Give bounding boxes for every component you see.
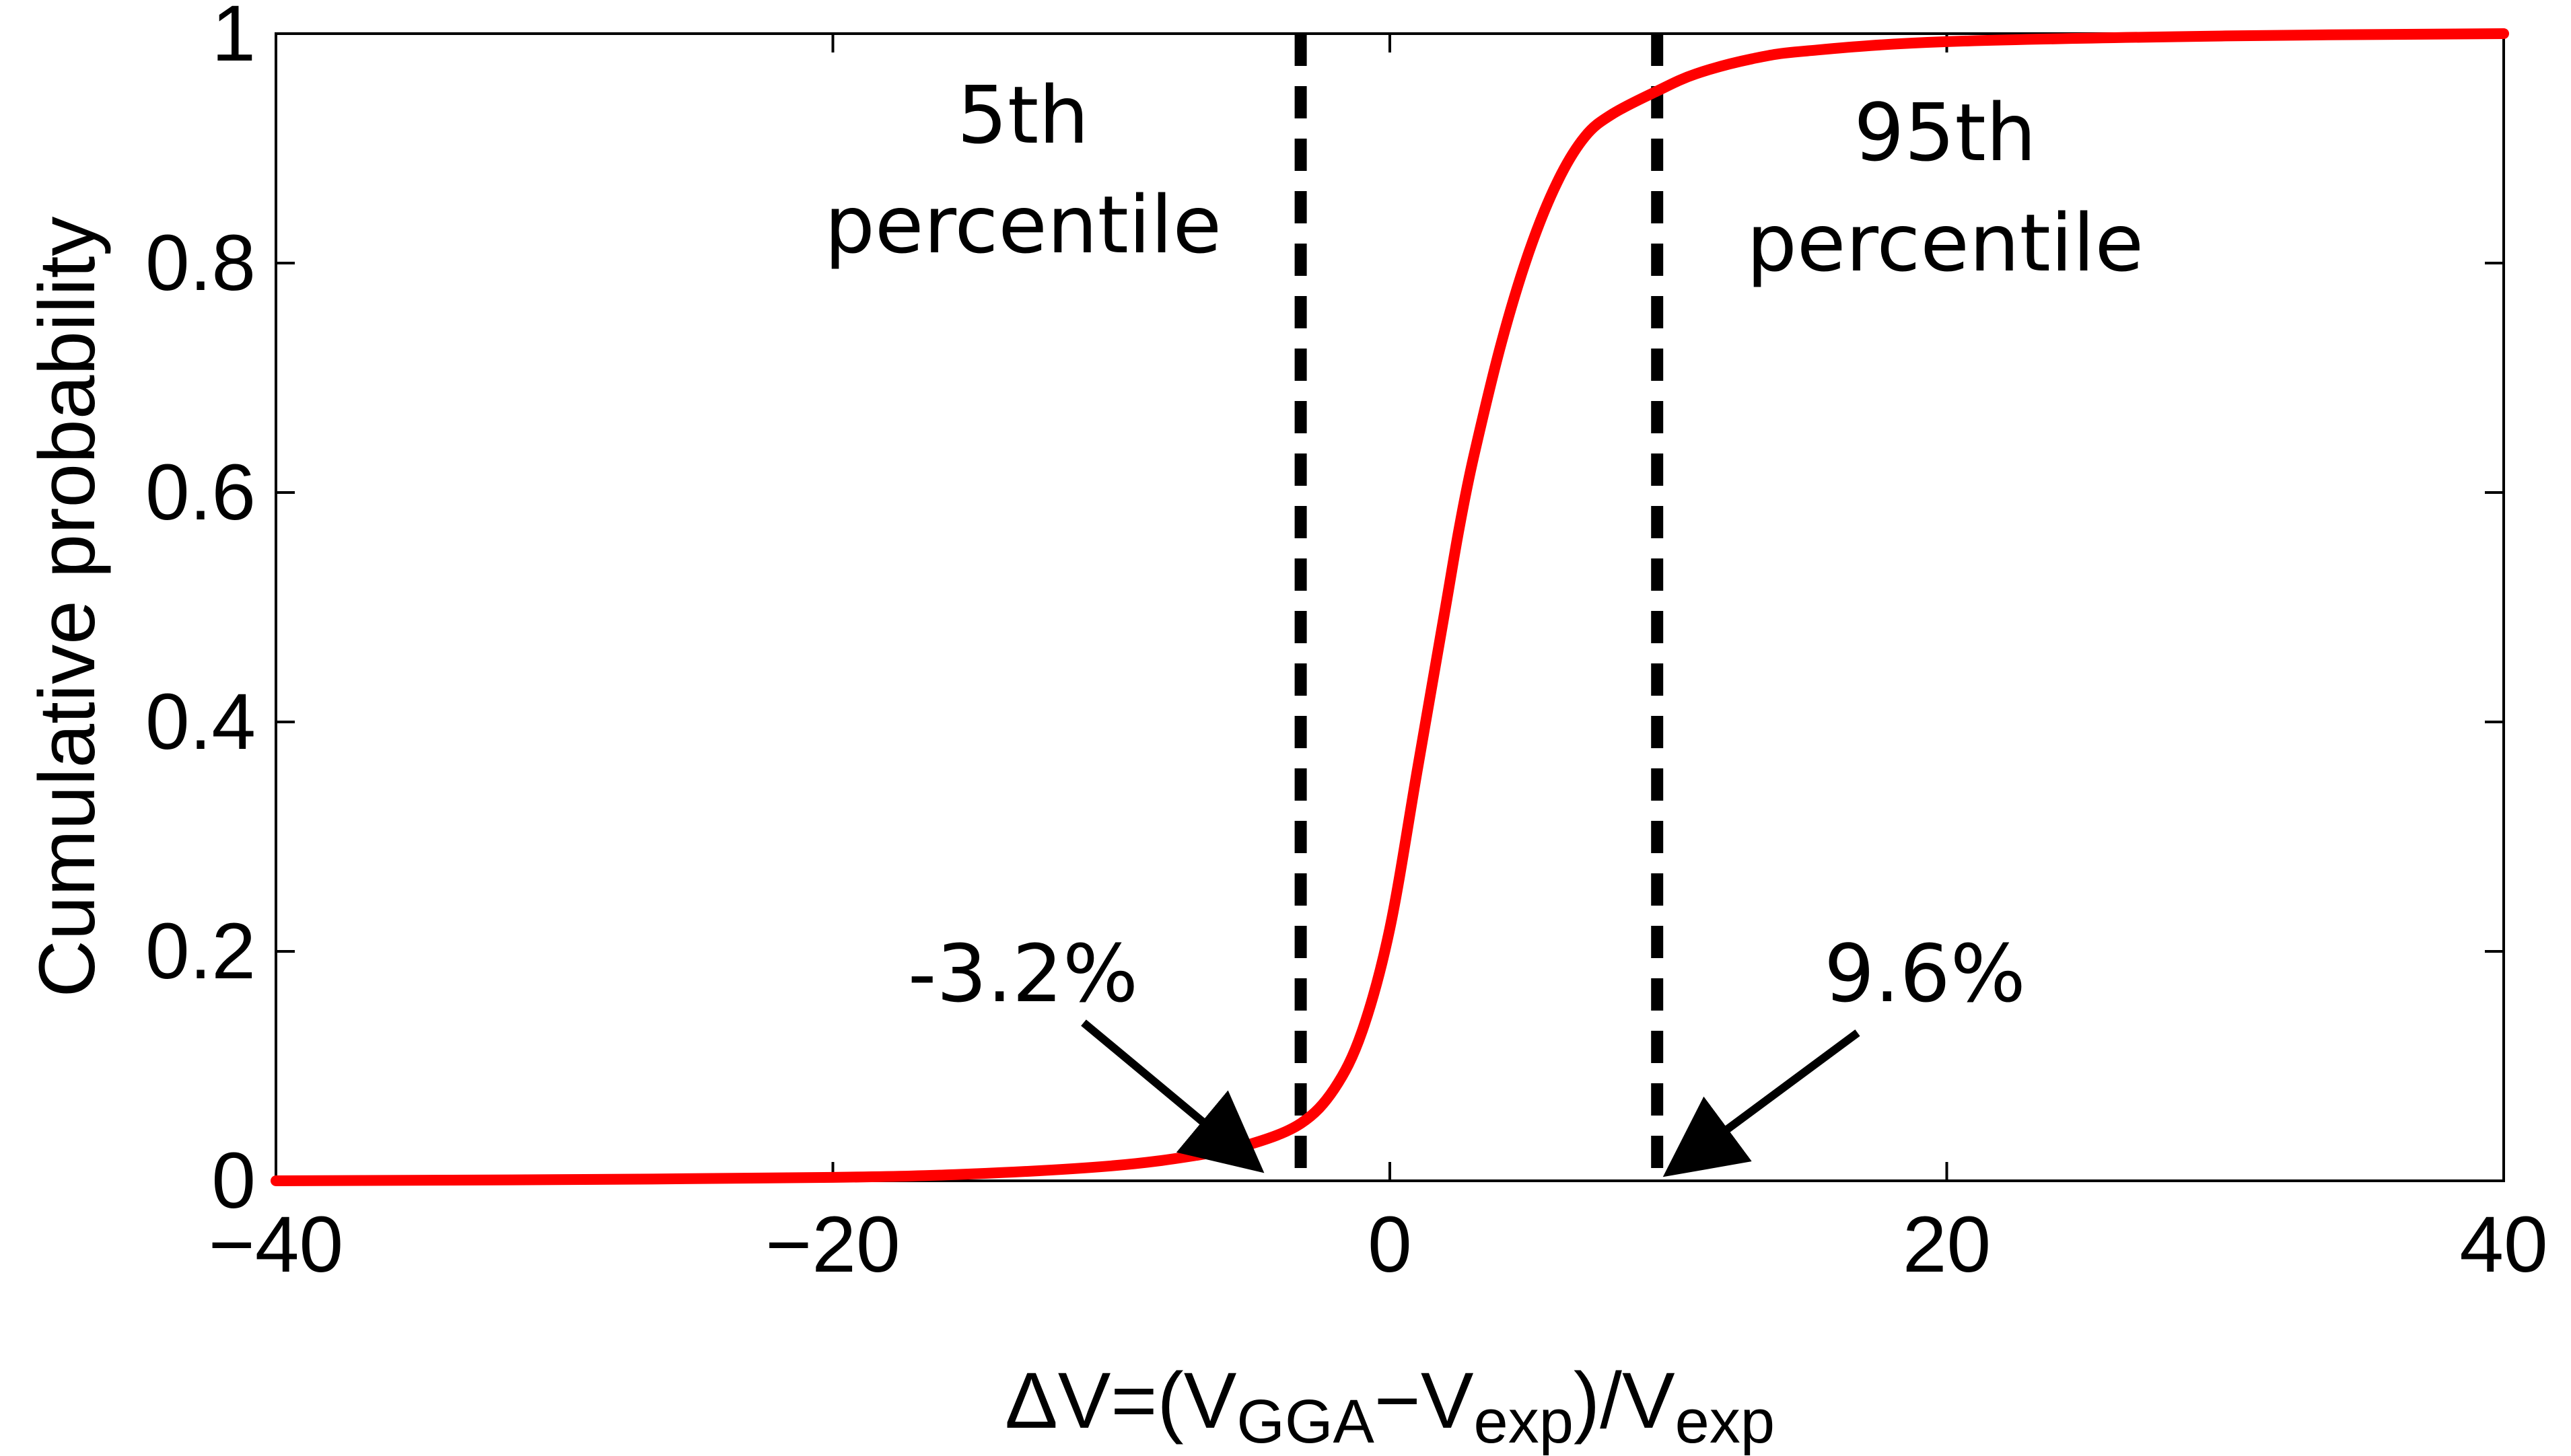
y-tick-label: 0.8 bbox=[145, 219, 256, 307]
x-tick-label: 20 bbox=[1903, 1200, 1991, 1289]
y-tick-label: 0.6 bbox=[145, 448, 256, 537]
y-tick-label: 1 bbox=[211, 0, 256, 78]
percentile-5-label-line1: 5th bbox=[957, 69, 1089, 161]
percentile-95-label-line2: percentile bbox=[1747, 196, 2144, 289]
y-tick-label: 0.4 bbox=[145, 678, 256, 766]
y-ticks: 0 0.2 0.4 0.6 0.8 1 bbox=[145, 0, 2504, 1225]
percentile-95-label-line1: 95th bbox=[1854, 86, 2036, 179]
x-ticks: −40 −20 0 20 40 bbox=[209, 34, 2548, 1289]
percentile-95-value: 9.6% bbox=[1824, 927, 2026, 1020]
percentile-5-arrow bbox=[1081, 1019, 1265, 1173]
y-tick-label: 0 bbox=[211, 1136, 256, 1225]
x-axis-title: ΔV=(VGGA−Vexp)/Vexp bbox=[1005, 1356, 1775, 1456]
cdf-series-line bbox=[271, 28, 2509, 1186]
percentile-5-label-line2: percentile bbox=[824, 178, 1222, 271]
x-tick-label: 40 bbox=[2459, 1200, 2547, 1289]
x-tick-label: −20 bbox=[765, 1200, 900, 1289]
y-axis-title: Cumulative probability bbox=[23, 217, 112, 998]
y-tick-label: 0.2 bbox=[145, 907, 256, 996]
percentile-5-value: -3.2% bbox=[908, 927, 1138, 1020]
percentile-95-arrow bbox=[1662, 1029, 1860, 1177]
plot-frame bbox=[275, 32, 2505, 1182]
x-tick-label: −40 bbox=[209, 1200, 343, 1289]
x-tick-label: 0 bbox=[1368, 1200, 1412, 1289]
